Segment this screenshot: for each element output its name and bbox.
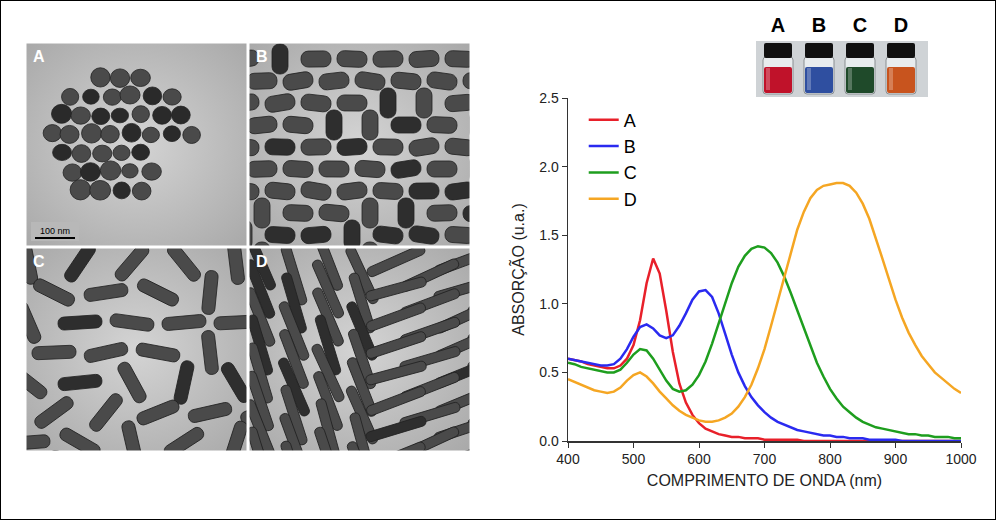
svg-text:1000: 1000: [945, 451, 976, 467]
svg-text:C: C: [624, 163, 637, 183]
svg-text:ABSORÇÃO (u.a.): ABSORÇÃO (u.a.): [508, 203, 527, 335]
svg-text:900: 900: [884, 451, 908, 467]
svg-text:500: 500: [622, 451, 646, 467]
svg-text:2.0: 2.0: [539, 159, 559, 175]
svg-text:0.0: 0.0: [539, 433, 559, 449]
svg-text:B: B: [256, 48, 268, 65]
svg-text:C: C: [33, 253, 45, 270]
svg-text:2.5: 2.5: [539, 90, 559, 106]
svg-text:B: B: [812, 14, 826, 36]
svg-text:700: 700: [753, 451, 777, 467]
svg-text:B: B: [624, 137, 636, 157]
svg-text:D: D: [624, 190, 637, 210]
svg-text:600: 600: [687, 451, 711, 467]
svg-text:1.0: 1.0: [539, 296, 559, 312]
svg-text:D: D: [256, 253, 268, 270]
svg-text:800: 800: [818, 451, 842, 467]
svg-text:A: A: [624, 111, 636, 131]
svg-text:A: A: [33, 48, 45, 65]
svg-text:0.5: 0.5: [539, 364, 559, 380]
svg-text:C: C: [853, 14, 867, 36]
svg-text:D: D: [894, 14, 908, 36]
svg-text:A: A: [771, 14, 785, 36]
svg-text:1.5: 1.5: [539, 227, 559, 243]
svg-text:400: 400: [556, 451, 580, 467]
svg-text:COMPRIMENTO DE ONDA (nm): COMPRIMENTO DE ONDA (nm): [647, 472, 882, 489]
svg-text:100 nm: 100 nm: [40, 226, 70, 236]
